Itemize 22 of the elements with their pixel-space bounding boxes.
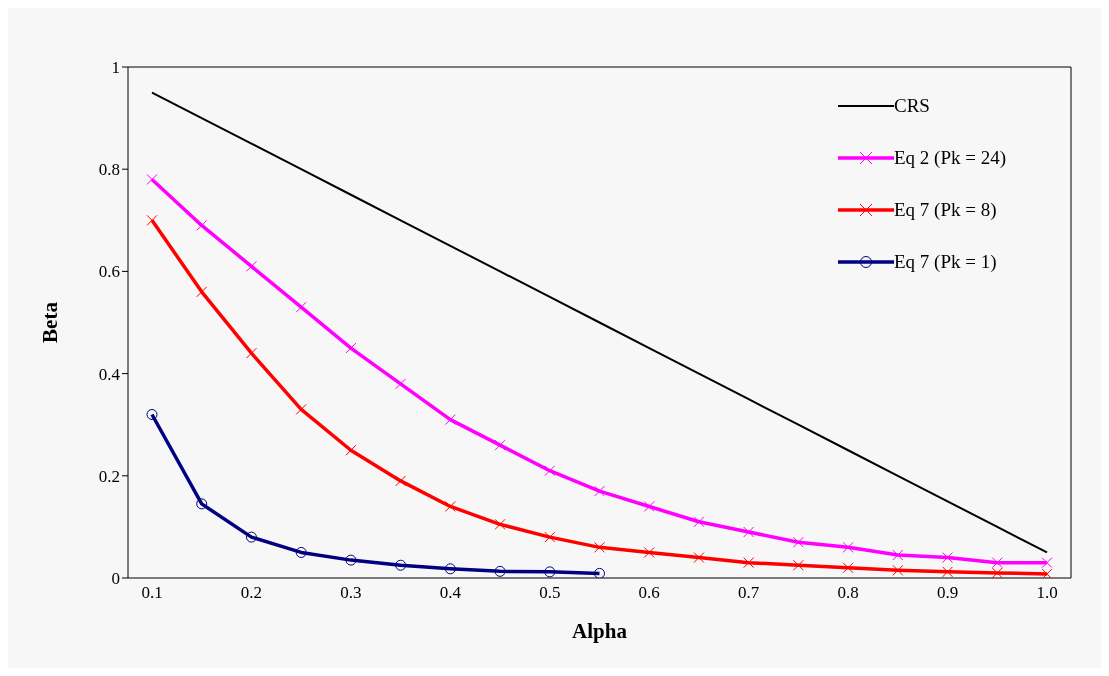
legend-label: Eq 2 (Pk = 24) [893, 147, 1006, 169]
y-tick-label: 0.4 [98, 364, 121, 384]
x-tick-label: 0.3 [340, 583, 362, 603]
legend-label: CRS [893, 95, 930, 117]
legend-label: Eq 7 (Pk = 1) [893, 251, 997, 273]
x-tick-label: 0.4 [439, 583, 462, 603]
x-tick-label: 0.1 [141, 583, 163, 603]
x-tick-label: 0.5 [539, 583, 561, 603]
x-tick-label: 0.8 [837, 583, 859, 603]
y-tick-label: 0 [111, 569, 120, 589]
x-tick-label: 0.7 [738, 583, 760, 603]
y-tick-label: 1 [111, 58, 120, 78]
x-tick-label: 1.0 [1036, 583, 1058, 603]
y-tick-label: 0.8 [98, 160, 120, 180]
y-tick-label: 0.6 [98, 262, 120, 282]
x-tick-label: 0.6 [638, 583, 660, 603]
x-axis-title: Alpha [572, 619, 628, 643]
y-tick-label: 0.2 [98, 466, 120, 486]
y-axis-title: Beta [38, 301, 63, 343]
legend-label: Eq 7 (Pk = 8) [893, 199, 997, 221]
x-tick-label: 0.2 [240, 583, 263, 603]
x-tick-label: 0.9 [936, 583, 959, 603]
